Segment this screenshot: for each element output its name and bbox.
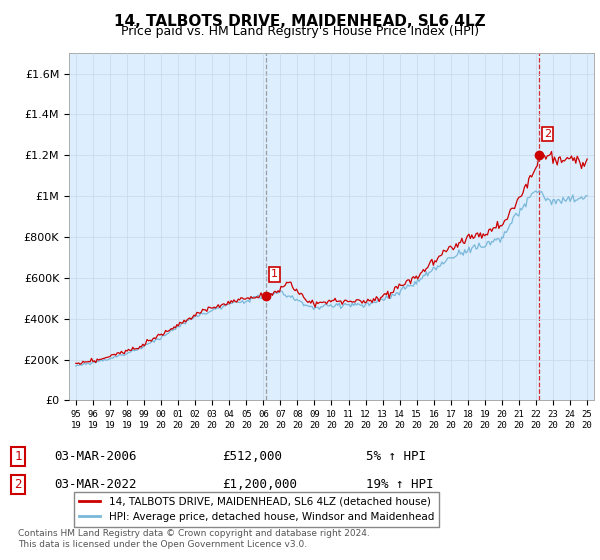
Text: 2: 2 (14, 478, 22, 491)
Text: 19% ↑ HPI: 19% ↑ HPI (366, 478, 433, 491)
Legend: 14, TALBOTS DRIVE, MAIDENHEAD, SL6 4LZ (detached house), HPI: Average price, det: 14, TALBOTS DRIVE, MAIDENHEAD, SL6 4LZ (… (74, 492, 439, 527)
Text: 14, TALBOTS DRIVE, MAIDENHEAD, SL6 4LZ: 14, TALBOTS DRIVE, MAIDENHEAD, SL6 4LZ (114, 14, 486, 29)
Text: £512,000: £512,000 (222, 450, 282, 463)
Text: £1,200,000: £1,200,000 (222, 478, 297, 491)
Text: 2: 2 (544, 129, 551, 139)
Text: Contains HM Land Registry data © Crown copyright and database right 2024.
This d: Contains HM Land Registry data © Crown c… (18, 529, 370, 549)
Text: 1: 1 (271, 269, 278, 279)
Text: 03-MAR-2006: 03-MAR-2006 (54, 450, 137, 463)
Text: 5% ↑ HPI: 5% ↑ HPI (366, 450, 426, 463)
Text: 1: 1 (14, 450, 22, 463)
Text: 03-MAR-2022: 03-MAR-2022 (54, 478, 137, 491)
Text: Price paid vs. HM Land Registry's House Price Index (HPI): Price paid vs. HM Land Registry's House … (121, 25, 479, 38)
